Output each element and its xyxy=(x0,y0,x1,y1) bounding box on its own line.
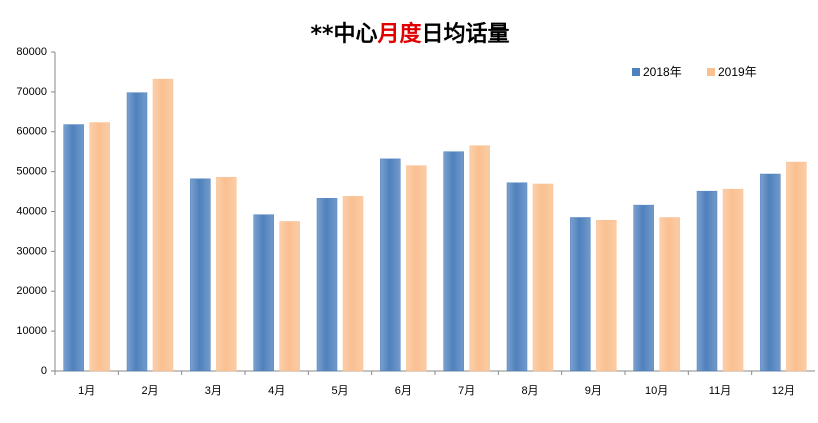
bar xyxy=(216,176,237,372)
bar xyxy=(596,220,617,372)
x-tick-label: 9月 xyxy=(585,385,602,397)
y-tick-label: 60000 xyxy=(16,126,47,138)
bar xyxy=(89,122,110,372)
bar xyxy=(469,145,490,372)
x-tick-label: 2月 xyxy=(141,385,158,397)
y-tick-label: 0 xyxy=(41,365,47,377)
bar xyxy=(696,190,718,372)
x-tick-label: 10月 xyxy=(645,385,668,397)
bar xyxy=(126,92,148,372)
y-tick-label: 40000 xyxy=(16,205,47,217)
x-tick-label: 8月 xyxy=(521,385,538,397)
bar xyxy=(570,217,591,372)
legend-label: 2018年 xyxy=(643,65,682,79)
bar xyxy=(760,173,781,372)
y-tick-label: 20000 xyxy=(16,285,47,297)
legend-swatch xyxy=(707,68,715,76)
bar xyxy=(786,161,807,372)
x-tick-label: 7月 xyxy=(458,385,475,397)
bar xyxy=(152,78,174,372)
bar xyxy=(659,217,680,372)
title-segment: 月度 xyxy=(376,21,422,47)
bar xyxy=(279,221,300,372)
bar xyxy=(380,158,401,372)
legend-label: 2019年 xyxy=(718,65,757,79)
x-tick-label: 3月 xyxy=(205,385,222,397)
bar xyxy=(342,196,364,372)
bar xyxy=(190,178,211,372)
y-tick-label: 50000 xyxy=(16,166,47,178)
x-tick-label: 1月 xyxy=(78,385,95,397)
bar xyxy=(443,151,464,372)
x-tick-label: 5月 xyxy=(331,385,348,397)
legend-swatch xyxy=(632,68,640,76)
x-tick-label: 11月 xyxy=(709,385,731,397)
bar xyxy=(506,182,528,372)
bar xyxy=(633,204,654,372)
y-tick-label: 30000 xyxy=(16,245,47,257)
x-tick-label: 4月 xyxy=(268,385,285,397)
title-segment: 日均话量 xyxy=(422,21,510,47)
chart-title: **中心月度日均话量 xyxy=(310,21,509,47)
bar xyxy=(253,214,274,372)
bar xyxy=(63,124,84,372)
x-tick-label: 12月 xyxy=(772,385,795,397)
bar xyxy=(722,188,744,372)
bar xyxy=(532,183,554,372)
title-segment: **中心 xyxy=(310,22,377,47)
y-tick-label: 80000 xyxy=(16,46,47,58)
y-tick-label: 70000 xyxy=(16,86,47,98)
bar xyxy=(406,165,427,372)
x-tick-label: 6月 xyxy=(395,385,412,397)
bar xyxy=(316,198,338,372)
y-tick-label: 10000 xyxy=(16,325,47,337)
